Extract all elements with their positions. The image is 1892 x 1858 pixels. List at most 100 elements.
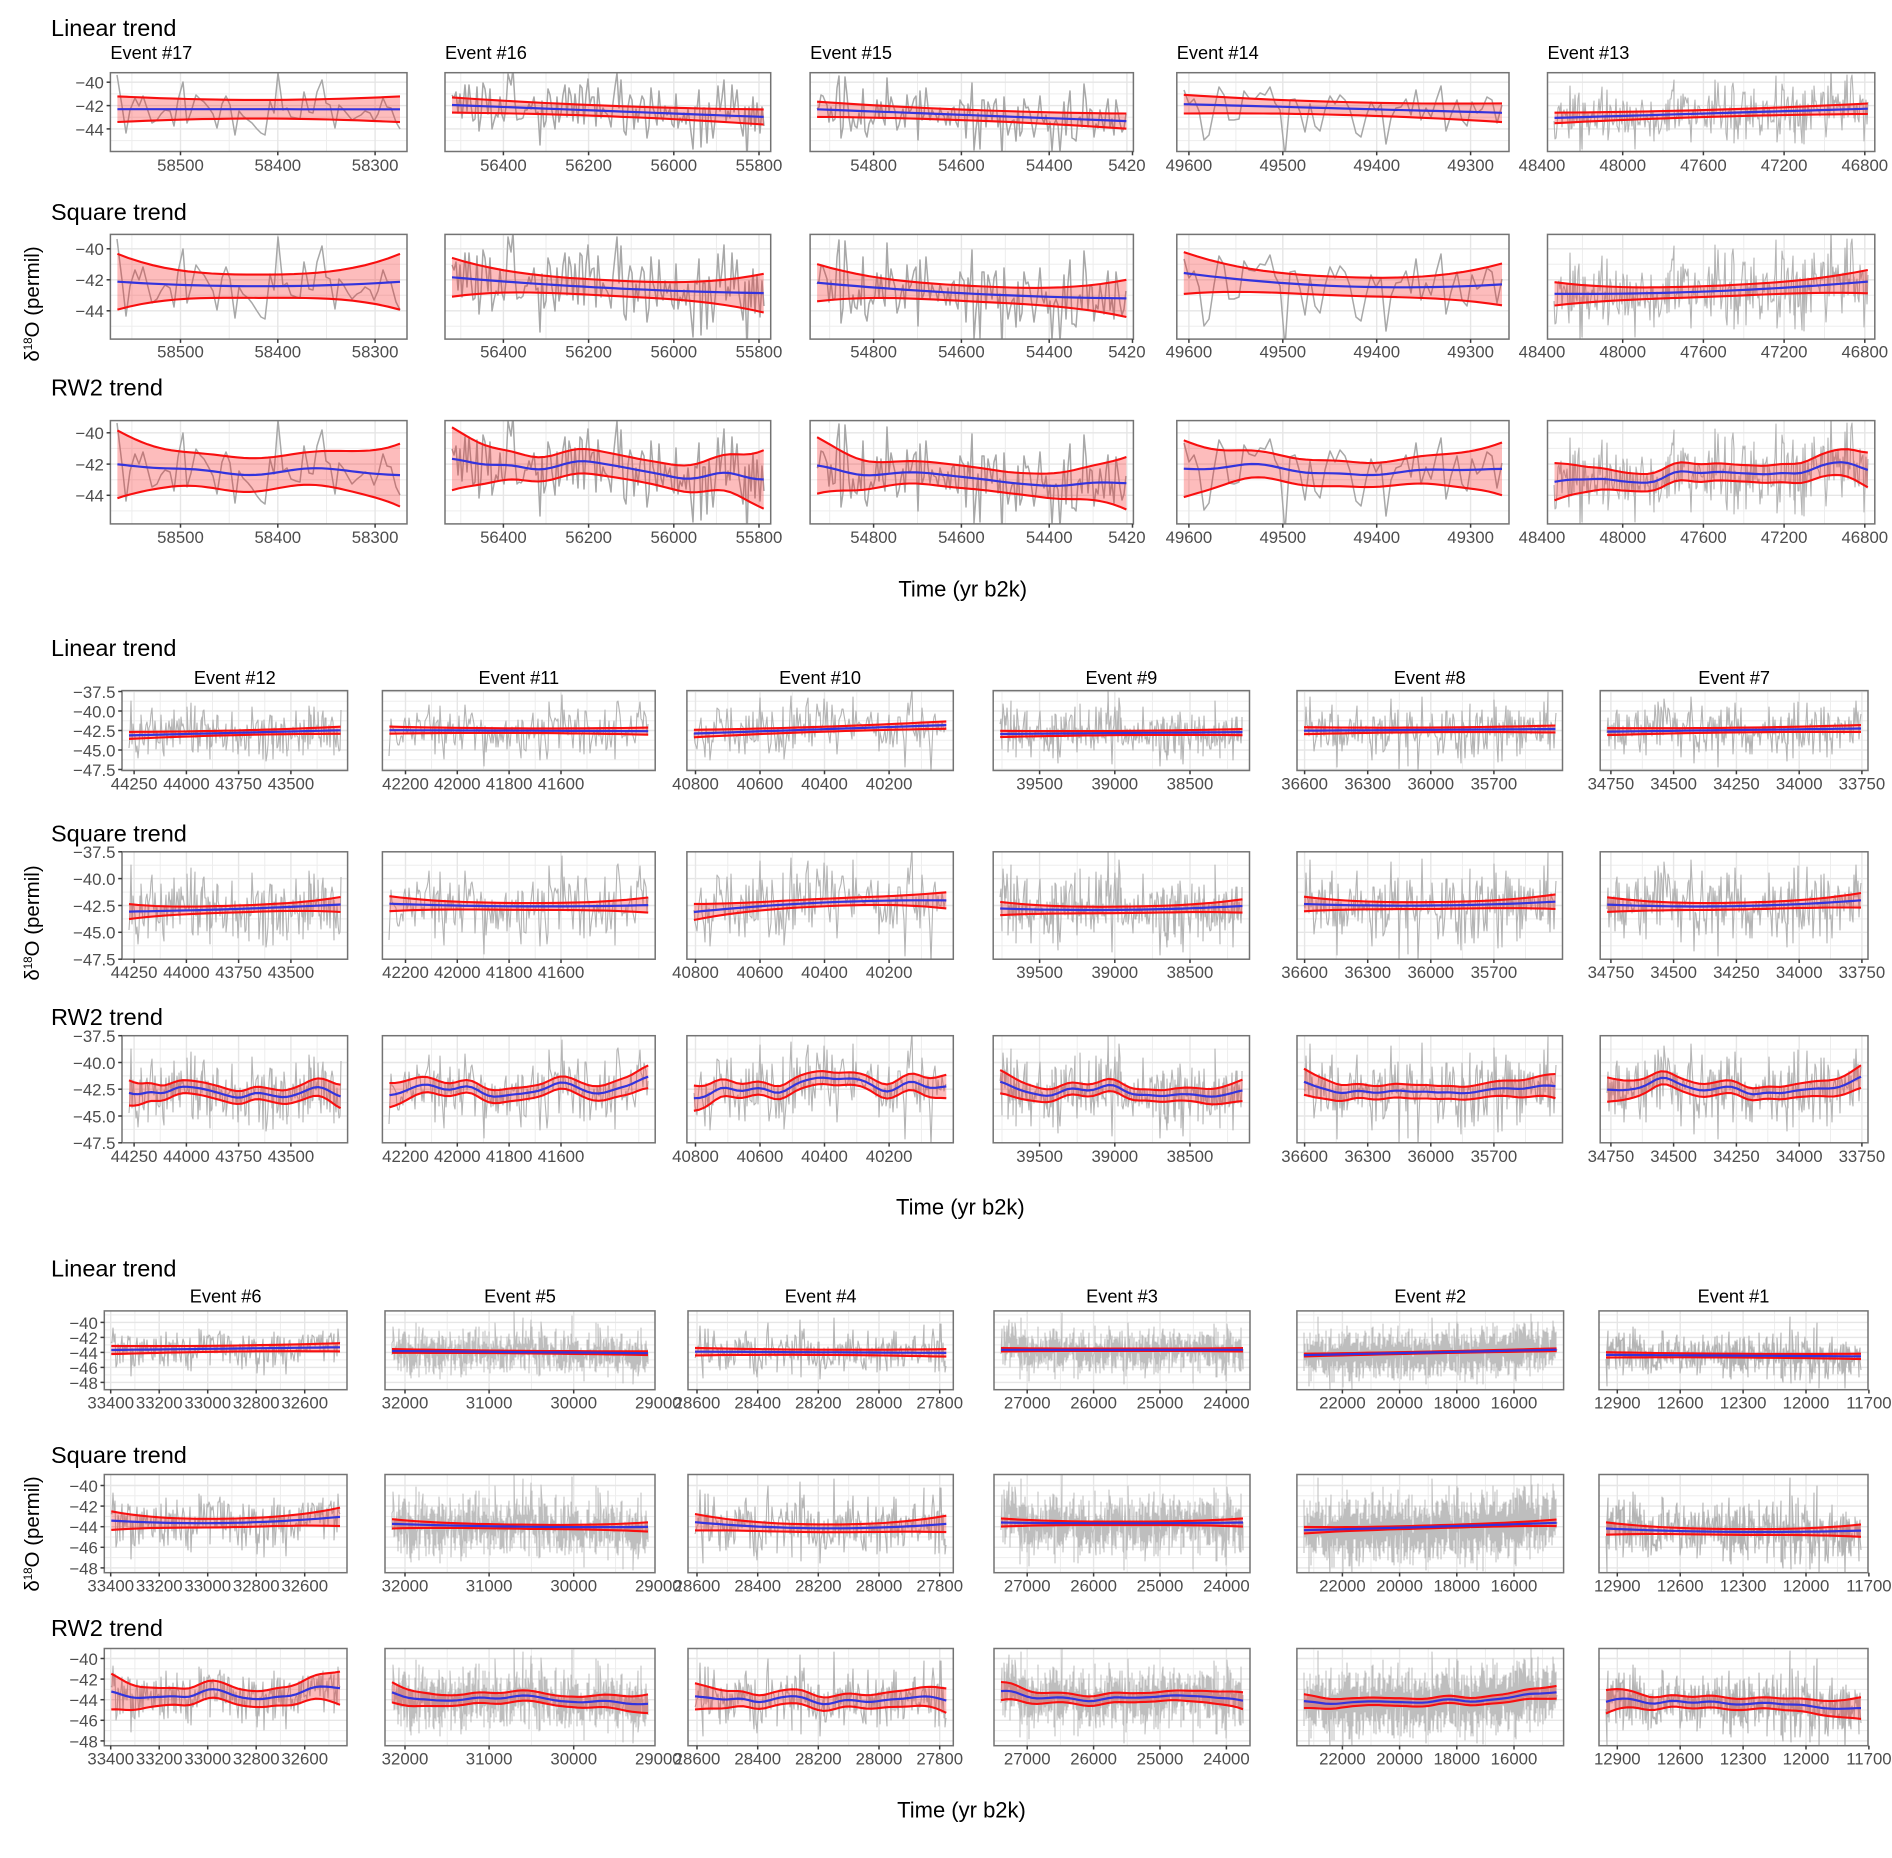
svg-text:43750: 43750 bbox=[215, 1147, 262, 1166]
svg-text:Event #14: Event #14 bbox=[1177, 43, 1259, 63]
svg-text:Event #15: Event #15 bbox=[810, 43, 892, 63]
svg-text:−45.0: −45.0 bbox=[73, 924, 115, 943]
svg-text:RW2 trend: RW2 trend bbox=[51, 1615, 163, 1641]
svg-text:36600: 36600 bbox=[1281, 1147, 1328, 1166]
svg-text:43750: 43750 bbox=[215, 775, 262, 794]
svg-text:44250: 44250 bbox=[111, 775, 158, 794]
svg-text:−47.5: −47.5 bbox=[73, 951, 115, 970]
svg-text:Event #1: Event #1 bbox=[1698, 1287, 1770, 1307]
svg-text:34500: 34500 bbox=[1650, 963, 1697, 982]
svg-text:40200: 40200 bbox=[866, 1147, 913, 1166]
svg-text:30000: 30000 bbox=[550, 1394, 597, 1413]
svg-text:12600: 12600 bbox=[1657, 1750, 1704, 1769]
svg-text:δ18O (permil): δ18O (permil) bbox=[21, 865, 44, 980]
svg-text:36000: 36000 bbox=[1407, 963, 1454, 982]
svg-text:39000: 39000 bbox=[1091, 775, 1138, 794]
svg-text:36300: 36300 bbox=[1344, 1147, 1391, 1166]
svg-text:32600: 32600 bbox=[281, 1394, 328, 1413]
svg-text:43500: 43500 bbox=[268, 775, 315, 794]
svg-text:Event #10: Event #10 bbox=[779, 668, 861, 688]
svg-text:54400: 54400 bbox=[1026, 528, 1073, 547]
svg-text:38500: 38500 bbox=[1167, 1147, 1214, 1166]
svg-text:−37.5: −37.5 bbox=[73, 1027, 115, 1046]
svg-text:−42.5: −42.5 bbox=[73, 1081, 115, 1100]
svg-text:Event #3: Event #3 bbox=[1086, 1287, 1158, 1307]
svg-text:41600: 41600 bbox=[538, 775, 585, 794]
svg-text:32800: 32800 bbox=[233, 1577, 280, 1596]
svg-text:33000: 33000 bbox=[184, 1750, 231, 1769]
svg-text:−42: −42 bbox=[75, 97, 103, 116]
svg-text:43500: 43500 bbox=[268, 1147, 315, 1166]
svg-text:41800: 41800 bbox=[486, 775, 533, 794]
svg-text:Event #9: Event #9 bbox=[1085, 668, 1157, 688]
svg-text:−40: −40 bbox=[75, 240, 103, 259]
svg-text:−37.5: −37.5 bbox=[73, 843, 115, 862]
svg-text:Linear trend: Linear trend bbox=[51, 1256, 176, 1282]
svg-text:40800: 40800 bbox=[672, 963, 719, 982]
svg-text:42000: 42000 bbox=[434, 775, 481, 794]
svg-text:11700: 11700 bbox=[1846, 1394, 1891, 1413]
svg-text:−45.0: −45.0 bbox=[73, 741, 115, 760]
svg-text:47200: 47200 bbox=[1761, 528, 1808, 547]
svg-text:34750: 34750 bbox=[1588, 1147, 1635, 1166]
svg-text:12000: 12000 bbox=[1783, 1750, 1830, 1769]
svg-text:32000: 32000 bbox=[382, 1750, 429, 1769]
svg-text:32600: 32600 bbox=[281, 1750, 328, 1769]
svg-text:−46: −46 bbox=[69, 1539, 97, 1558]
svg-text:δ18O (permil): δ18O (permil) bbox=[21, 246, 44, 361]
svg-text:28200: 28200 bbox=[795, 1577, 842, 1596]
svg-text:27800: 27800 bbox=[916, 1394, 963, 1413]
svg-text:−48: −48 bbox=[69, 1732, 97, 1751]
svg-text:26000: 26000 bbox=[1070, 1577, 1117, 1596]
svg-text:Event #11: Event #11 bbox=[479, 668, 560, 688]
svg-text:5420: 5420 bbox=[1108, 156, 1145, 175]
svg-text:12300: 12300 bbox=[1720, 1750, 1767, 1769]
svg-text:−42: −42 bbox=[69, 1498, 97, 1517]
svg-text:−44: −44 bbox=[75, 302, 103, 321]
svg-text:27000: 27000 bbox=[1004, 1750, 1051, 1769]
svg-text:40600: 40600 bbox=[737, 963, 784, 982]
svg-text:40600: 40600 bbox=[737, 775, 784, 794]
svg-text:27000: 27000 bbox=[1004, 1394, 1051, 1413]
svg-text:28600: 28600 bbox=[674, 1577, 721, 1596]
svg-text:40200: 40200 bbox=[866, 963, 913, 982]
svg-text:39000: 39000 bbox=[1091, 1147, 1138, 1166]
svg-text:35700: 35700 bbox=[1471, 775, 1518, 794]
svg-text:47600: 47600 bbox=[1680, 528, 1727, 547]
svg-text:54800: 54800 bbox=[850, 528, 897, 547]
svg-text:11700: 11700 bbox=[1846, 1750, 1891, 1769]
svg-text:56200: 56200 bbox=[565, 528, 612, 547]
svg-text:24000: 24000 bbox=[1203, 1394, 1250, 1413]
svg-text:18000: 18000 bbox=[1433, 1577, 1480, 1596]
svg-text:−42.5: −42.5 bbox=[73, 722, 115, 741]
svg-text:−44: −44 bbox=[75, 120, 103, 139]
svg-text:30000: 30000 bbox=[550, 1750, 597, 1769]
svg-text:49400: 49400 bbox=[1353, 343, 1400, 362]
svg-text:Event #7: Event #7 bbox=[1698, 668, 1770, 688]
svg-text:RW2 trend: RW2 trend bbox=[51, 375, 163, 401]
svg-text:−40: −40 bbox=[75, 424, 103, 443]
svg-text:40600: 40600 bbox=[737, 1147, 784, 1166]
svg-text:44000: 44000 bbox=[163, 775, 210, 794]
svg-text:35700: 35700 bbox=[1471, 1147, 1518, 1166]
svg-text:24000: 24000 bbox=[1203, 1750, 1250, 1769]
svg-text:38500: 38500 bbox=[1167, 775, 1214, 794]
svg-text:Event #16: Event #16 bbox=[445, 43, 527, 63]
svg-text:Linear trend: Linear trend bbox=[51, 635, 176, 661]
svg-text:38500: 38500 bbox=[1167, 963, 1214, 982]
svg-text:32000: 32000 bbox=[382, 1577, 429, 1596]
svg-text:Square trend: Square trend bbox=[51, 199, 187, 225]
svg-text:46800: 46800 bbox=[1841, 343, 1888, 362]
svg-text:34750: 34750 bbox=[1588, 963, 1635, 982]
svg-text:58400: 58400 bbox=[254, 343, 301, 362]
svg-text:33750: 33750 bbox=[1839, 963, 1886, 982]
svg-text:12000: 12000 bbox=[1783, 1394, 1830, 1413]
svg-text:54400: 54400 bbox=[1026, 343, 1073, 362]
svg-text:33200: 33200 bbox=[136, 1394, 183, 1413]
svg-text:−44: −44 bbox=[75, 487, 103, 506]
svg-text:41800: 41800 bbox=[486, 963, 533, 982]
svg-text:32600: 32600 bbox=[281, 1577, 328, 1596]
svg-text:49300: 49300 bbox=[1447, 528, 1494, 547]
svg-text:20000: 20000 bbox=[1376, 1394, 1423, 1413]
svg-text:54400: 54400 bbox=[1026, 156, 1073, 175]
